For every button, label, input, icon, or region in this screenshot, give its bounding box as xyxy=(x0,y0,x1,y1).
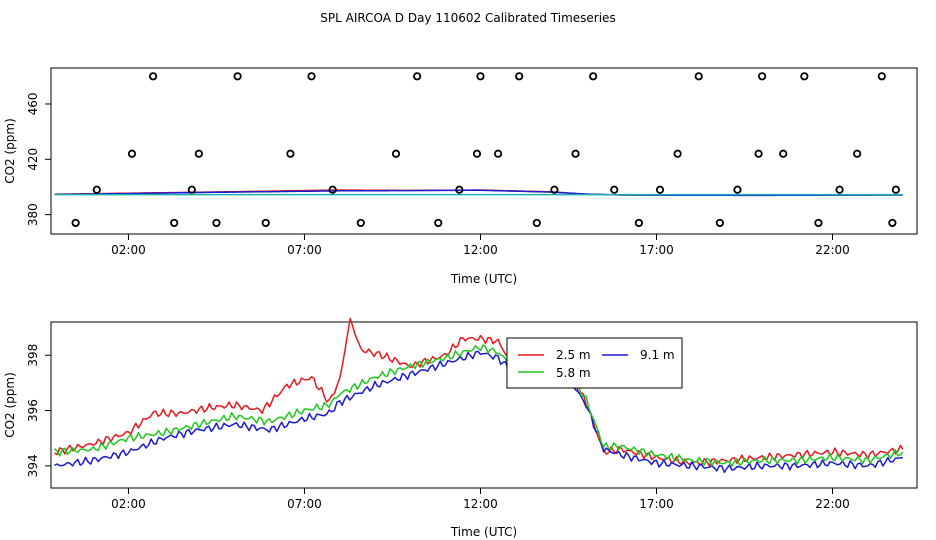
panel-2-y-axis: 394 396 398 xyxy=(26,344,51,477)
x-tick-label: 17:00 xyxy=(639,243,674,257)
x-tick-label: 12:00 xyxy=(463,243,498,257)
y-tick-label: 460 xyxy=(26,93,40,116)
y-tick-label: 394 xyxy=(26,454,40,477)
panel-1: 02:00 07:00 12:00 17:00 22:00 380 420 460 Time… xyxy=(3,67,918,286)
legend-label-2-5m: 2.5 m xyxy=(556,348,591,362)
legend-box xyxy=(506,337,683,389)
data-point xyxy=(212,218,221,228)
data-point xyxy=(754,149,763,158)
data-point xyxy=(694,72,703,81)
data-point xyxy=(71,218,80,228)
data-point xyxy=(413,72,422,81)
panel-2-y-label: CO2 (ppm) xyxy=(3,372,17,438)
x-tick-label: 07:00 xyxy=(287,497,322,511)
data-point xyxy=(800,72,809,81)
data-point xyxy=(455,185,464,194)
data-point xyxy=(434,218,443,228)
data-point xyxy=(853,149,862,158)
data-point xyxy=(655,185,665,194)
y-tick-label: 380 xyxy=(26,203,40,226)
data-point xyxy=(493,149,503,158)
panel-1-y-axis: 380 420 460 xyxy=(26,93,51,226)
data-point xyxy=(472,149,482,158)
panel-2-series xyxy=(53,317,904,474)
data-point xyxy=(170,218,179,228)
data-point xyxy=(286,149,295,158)
y-tick-label: 398 xyxy=(26,344,40,367)
data-point xyxy=(127,149,137,158)
panel-1-markers xyxy=(71,72,900,228)
series-line xyxy=(54,317,904,467)
data-point xyxy=(550,185,559,194)
panel-2-x-label: Time (UTC) xyxy=(450,525,517,539)
legend: 2.5 m 9.1 m 5.8 m xyxy=(506,337,683,389)
data-point xyxy=(194,149,203,158)
x-tick-label: 07:00 xyxy=(287,243,322,257)
data-point xyxy=(758,72,767,81)
data-point xyxy=(634,218,643,228)
panel-2-x-axis: 02:00 07:00 12:00 17:00 22:00 xyxy=(111,488,850,511)
data-point xyxy=(515,72,524,81)
data-point xyxy=(356,218,365,228)
x-tick-label: 22:00 xyxy=(815,497,850,511)
data-point xyxy=(307,72,316,81)
panel-1-frame xyxy=(50,67,918,235)
data-point xyxy=(391,149,401,158)
legend-label-9-1m: 9.1 m xyxy=(640,348,675,362)
panel-1-x-axis: 02:00 07:00 12:00 17:00 22:00 xyxy=(111,234,850,257)
x-tick-label: 17:00 xyxy=(639,497,674,511)
panel-1-series xyxy=(54,189,903,197)
panel-1-x-label: Time (UTC) xyxy=(450,272,517,286)
data-point xyxy=(328,185,337,194)
panel-2-frame xyxy=(50,321,918,489)
panel-1-y-label: CO2 (ppm) xyxy=(3,118,17,184)
data-point xyxy=(673,149,682,158)
x-tick-label: 02:00 xyxy=(111,497,146,511)
data-point xyxy=(148,72,158,81)
x-tick-label: 12:00 xyxy=(463,497,498,511)
chart-title: SPL AIRCOA D Day 110602 Calibrated Times… xyxy=(320,11,615,25)
data-point xyxy=(261,218,270,228)
x-tick-label: 02:00 xyxy=(111,243,146,257)
data-point xyxy=(779,149,788,158)
data-point xyxy=(589,72,598,81)
panel-2: 02:00 07:00 12:00 17:00 22:00 394 396 398 Time… xyxy=(3,317,918,539)
data-point xyxy=(814,218,823,228)
data-point xyxy=(571,149,580,158)
legend-label-5-8m: 5.8 m xyxy=(556,366,591,380)
data-point xyxy=(877,72,886,81)
data-point xyxy=(835,185,844,194)
data-point xyxy=(715,218,724,228)
data-point xyxy=(733,185,742,194)
series-line xyxy=(54,189,903,197)
data-point xyxy=(891,185,900,194)
data-point xyxy=(610,185,619,194)
y-tick-label: 420 xyxy=(26,148,40,171)
data-point xyxy=(532,218,541,228)
data-point xyxy=(233,72,242,81)
data-point xyxy=(187,185,196,194)
y-tick-label: 396 xyxy=(26,399,40,422)
series-line xyxy=(54,350,903,474)
data-point xyxy=(888,218,897,228)
data-point xyxy=(476,72,485,81)
series-line xyxy=(53,344,904,467)
data-point xyxy=(92,185,101,194)
x-tick-label: 22:00 xyxy=(815,243,850,257)
